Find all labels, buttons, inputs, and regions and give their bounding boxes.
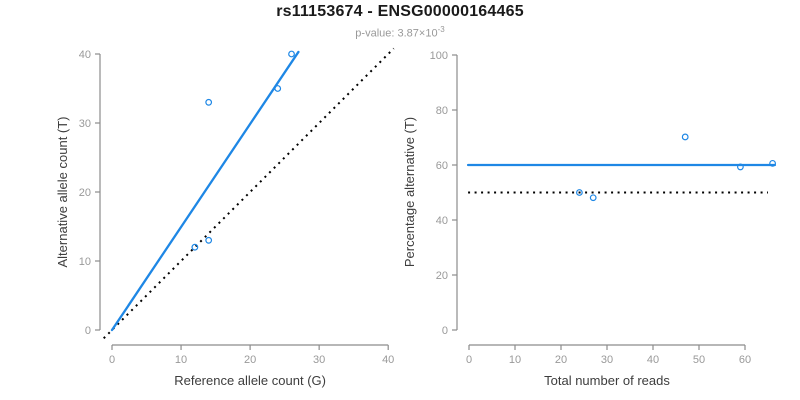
left-plot-data-point (205, 236, 213, 244)
right-plot-data-point (737, 163, 744, 171)
right-plot-x-tick-label: 0 (466, 354, 472, 366)
left-plot-data-point (274, 85, 282, 92)
left-plot-y-tick-label: 40 (79, 49, 91, 61)
right-plot-x-tick-label: 60 (739, 354, 751, 366)
left-plot-fit-line (110, 50, 300, 332)
right-plot-x-tick-label: 10 (509, 354, 521, 366)
pvalue-text: p-value: 3.87×10 (355, 27, 438, 40)
left-plot-x-tick-label: 40 (382, 354, 394, 366)
right-plot-x-axis-title: Total number of reads (544, 373, 670, 388)
right-plot-y-tick-label: 80 (436, 105, 448, 117)
left-plot-x-tick-label: 10 (175, 354, 187, 366)
right-plot-y-axis-title: Percentage alternative (T) (402, 117, 417, 267)
left-plot-data-point (191, 243, 199, 251)
left-plot-y-tick-label: 0 (85, 325, 91, 337)
left-plot-data-point (205, 98, 213, 106)
left-plot-y-tick-label: 20 (79, 187, 91, 199)
right-plot-y-tick-label: 40 (436, 215, 448, 227)
right-plot-x-tick-label: 20 (555, 354, 567, 366)
left-plot-x-tick-label: 30 (313, 354, 325, 366)
left-plot-y-axis-title: Alternative allele count (T) (55, 116, 70, 267)
plot-subtitle: p-value: 3.87×10-3 (0, 25, 800, 40)
pvalue-exponent: -3 (437, 25, 445, 34)
left-plot-y-tick-label: 30 (79, 118, 91, 130)
right-plot-y-tick-label: 0 (442, 325, 448, 337)
left-plot-reference-line (103, 47, 395, 339)
right-plot-data-point (576, 189, 583, 196)
left-plot-y-tick-label: 10 (79, 256, 91, 268)
right-plot-data-point (589, 194, 597, 202)
right-plot-y-tick-label: 20 (436, 270, 448, 282)
left-plot-x-tick-label: 20 (244, 354, 256, 366)
left-plot-x-axis-title: Reference allele count (G) (174, 373, 326, 388)
plot-title: rs11153674 - ENSG00000164465 (276, 3, 524, 20)
left-plot-x-tick-label: 0 (109, 354, 115, 366)
right-plot-x-tick-label: 30 (601, 354, 613, 366)
right-plot-y-tick-label: 100 (430, 50, 448, 62)
right-plot-data-point (769, 159, 776, 167)
right-plot-y-tick-label: 60 (436, 160, 448, 172)
right-plot-data-point (681, 133, 689, 141)
right-plot-x-tick-label: 50 (693, 354, 705, 366)
left-plot-data-point (288, 50, 295, 58)
right-plot-x-tick-label: 40 (647, 354, 659, 366)
